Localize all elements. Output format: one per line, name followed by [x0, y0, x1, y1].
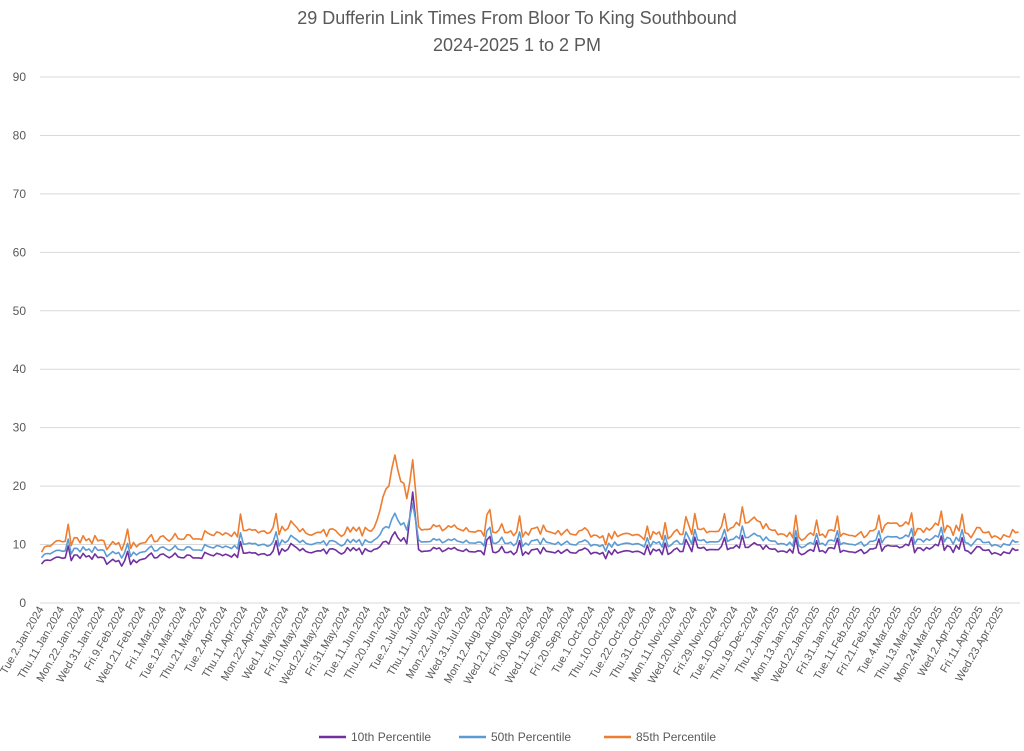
- y-tick-label: 20: [13, 479, 27, 493]
- series-lines: [40, 454, 1019, 567]
- y-tick-label: 30: [13, 421, 27, 435]
- y-tick-label: 90: [13, 70, 27, 84]
- y-tick-label: 50: [13, 304, 27, 318]
- y-tick-label: 60: [13, 245, 27, 259]
- y-axis-ticks: 0 10 20 30 40 50 60 70 80 90: [13, 70, 27, 610]
- chart-title: 29 Dufferin Link Times From Bloor To Kin…: [297, 8, 737, 28]
- chart-subtitle: 2024-2025 1 to 2 PM: [433, 35, 601, 55]
- series-line-2: [40, 502, 1019, 559]
- legend-label: 50th Percentile: [491, 730, 571, 744]
- series-line-3: [40, 454, 1019, 553]
- y-tick-label: 80: [13, 128, 27, 142]
- x-axis-ticks: Tue.2.Jan.2024Thu.11.Jan.2024Mon.22.Jan.…: [0, 604, 1006, 686]
- legend-label: 10th Percentile: [351, 730, 431, 744]
- y-tick-label: 70: [13, 187, 27, 201]
- y-tick-label: 10: [13, 538, 27, 552]
- y-tick-label: 40: [13, 362, 27, 376]
- series-line-1: [40, 491, 1019, 567]
- gridlines: [40, 76, 1020, 604]
- y-tick-label: 0: [19, 596, 26, 610]
- legend: 10th Percentile 50th Percentile 85th Perce…: [319, 730, 716, 744]
- legend-label: 85th Percentile: [636, 730, 716, 744]
